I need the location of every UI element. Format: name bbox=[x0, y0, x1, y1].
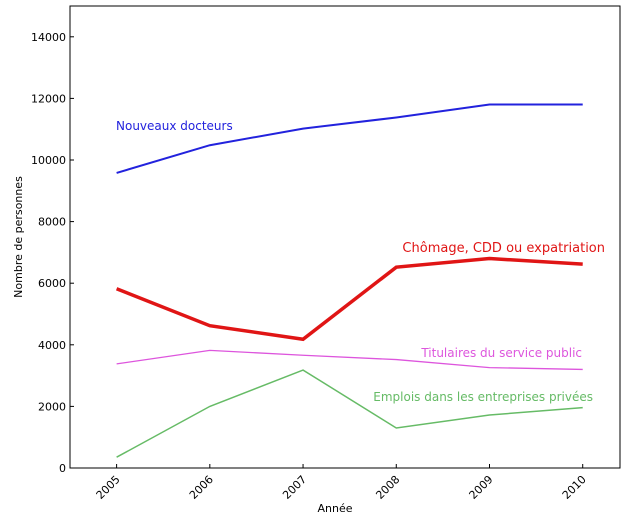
x-tick-label: 2007 bbox=[280, 473, 309, 502]
series-label: Emplois dans les entreprises privées bbox=[373, 390, 593, 404]
x-tick-label: 2009 bbox=[467, 473, 496, 502]
series-line bbox=[116, 349, 583, 371]
series-line bbox=[116, 369, 583, 458]
x-tick-label: 2005 bbox=[94, 473, 123, 502]
series-line bbox=[116, 103, 583, 174]
series-label: Chômage, CDD ou expatriation bbox=[402, 241, 605, 256]
y-tick-label: 12000 bbox=[31, 92, 66, 105]
y-tick-label: 10000 bbox=[31, 154, 66, 167]
y-tick-label: 0 bbox=[59, 462, 66, 475]
x-axis-label: Année bbox=[317, 502, 352, 515]
y-axis-label: Nombre de personnes bbox=[12, 176, 25, 298]
y-tick-label: 8000 bbox=[38, 216, 66, 229]
x-tick-label: 2006 bbox=[187, 473, 216, 502]
series-label: Nouveaux docteurs bbox=[116, 119, 233, 133]
plot-frame bbox=[69, 5, 621, 469]
y-tick-label: 2000 bbox=[38, 400, 66, 413]
y-tick-label: 6000 bbox=[38, 277, 66, 290]
x-tick-label: 2010 bbox=[560, 473, 589, 502]
y-tick-label: 14000 bbox=[31, 31, 66, 44]
series-label: Titulaires du service public bbox=[420, 346, 582, 360]
series-line bbox=[115, 256, 583, 342]
x-tick-label: 2008 bbox=[373, 473, 402, 502]
y-tick-label: 4000 bbox=[38, 339, 66, 352]
